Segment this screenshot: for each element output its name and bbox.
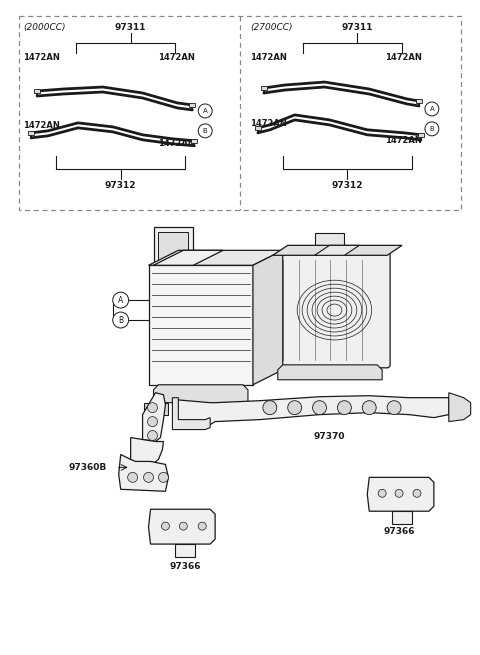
Bar [261, 86, 267, 90]
Polygon shape [278, 365, 382, 380]
Circle shape [312, 401, 326, 415]
Text: 1472AN: 1472AN [23, 53, 60, 62]
Text: A: A [430, 106, 434, 112]
Text: 1472AN: 1472AN [23, 121, 60, 130]
Bar [148, 265, 253, 384]
Circle shape [128, 472, 138, 482]
Polygon shape [148, 250, 283, 265]
Text: 1472AN: 1472AN [250, 119, 287, 128]
Bar [189, 103, 195, 107]
Circle shape [180, 522, 187, 530]
Text: B: B [203, 128, 207, 134]
Circle shape [425, 102, 439, 116]
Circle shape [288, 401, 301, 415]
Text: 97312: 97312 [105, 181, 136, 190]
Polygon shape [392, 511, 412, 524]
Text: B: B [430, 126, 434, 132]
Text: 1472AN: 1472AN [158, 53, 195, 62]
Text: 1472AN: 1472AN [250, 53, 287, 62]
Text: 97370: 97370 [314, 432, 345, 441]
Text: A: A [203, 108, 207, 114]
Bar [255, 126, 261, 130]
Text: 1472AN: 1472AN [385, 53, 422, 62]
Polygon shape [148, 509, 215, 544]
Circle shape [395, 489, 403, 497]
Polygon shape [131, 438, 164, 468]
Circle shape [378, 489, 386, 497]
Text: 97311: 97311 [115, 24, 146, 32]
Polygon shape [449, 393, 471, 422]
Circle shape [198, 522, 206, 530]
Text: 97366: 97366 [169, 562, 201, 571]
Bar [314, 233, 344, 255]
Bar [34, 89, 40, 93]
Circle shape [337, 401, 351, 415]
Text: B: B [118, 316, 123, 324]
Bar [416, 99, 422, 103]
Bar [158, 233, 188, 260]
Circle shape [147, 430, 157, 441]
Circle shape [161, 522, 169, 530]
Circle shape [413, 489, 421, 497]
FancyBboxPatch shape [270, 252, 390, 368]
Bar [28, 131, 34, 135]
Text: 1472AN: 1472AN [385, 136, 422, 145]
Polygon shape [314, 246, 360, 255]
Polygon shape [175, 396, 449, 424]
Polygon shape [253, 250, 283, 384]
Bar [154, 227, 193, 265]
Bar [19, 16, 461, 210]
Text: 97360B: 97360B [69, 463, 107, 472]
Polygon shape [175, 544, 195, 557]
Bar [233, 403, 258, 415]
Circle shape [198, 104, 212, 118]
Text: 97366: 97366 [384, 527, 415, 536]
Circle shape [198, 124, 212, 138]
Polygon shape [154, 384, 248, 403]
Text: 97311: 97311 [342, 24, 373, 32]
Text: A: A [118, 295, 123, 305]
Circle shape [158, 472, 168, 482]
Polygon shape [367, 477, 434, 511]
Circle shape [113, 312, 129, 328]
Bar [192, 139, 197, 143]
Text: 1472AN: 1472AN [158, 139, 195, 148]
Circle shape [263, 401, 277, 415]
Polygon shape [143, 393, 166, 441]
Circle shape [147, 403, 157, 413]
Polygon shape [119, 455, 168, 491]
Text: 97312: 97312 [332, 181, 363, 190]
Polygon shape [154, 250, 223, 265]
Polygon shape [172, 398, 210, 430]
Circle shape [425, 122, 439, 136]
Bar [144, 403, 168, 415]
Text: (2700CC): (2700CC) [250, 24, 292, 32]
Circle shape [387, 401, 401, 415]
Circle shape [147, 417, 157, 426]
Circle shape [144, 472, 154, 482]
Circle shape [113, 292, 129, 308]
Circle shape [362, 401, 376, 415]
Polygon shape [273, 246, 402, 255]
Bar [418, 133, 424, 137]
Text: (2000CC): (2000CC) [23, 24, 66, 32]
